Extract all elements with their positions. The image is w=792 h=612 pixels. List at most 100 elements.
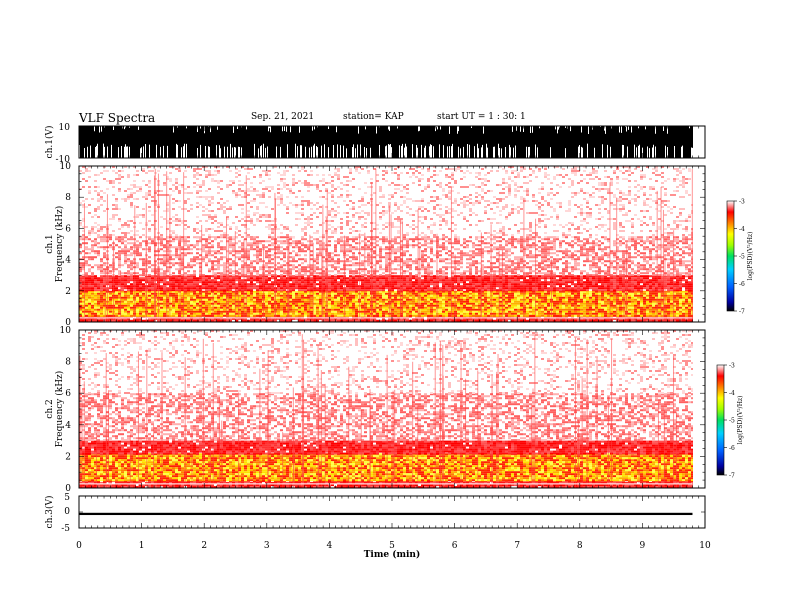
spec-cell xyxy=(607,296,610,299)
spec-cell xyxy=(283,308,286,311)
spec-cell xyxy=(187,319,190,322)
spec-cell xyxy=(148,294,151,297)
spec-cell xyxy=(595,312,598,315)
spec-cell xyxy=(667,314,670,317)
spec-cell xyxy=(535,310,538,313)
spec-cell xyxy=(391,275,394,278)
spec-cell xyxy=(571,310,574,313)
spec-cell xyxy=(88,319,91,322)
spec-cell xyxy=(223,317,226,320)
spec-cell xyxy=(532,312,535,315)
spec-cell xyxy=(673,312,676,315)
spec-cell xyxy=(373,304,376,307)
spec-cell xyxy=(511,294,514,297)
spec-cell xyxy=(655,296,658,299)
spec-cell xyxy=(583,306,586,309)
spec-cell xyxy=(430,296,433,299)
spec-cell xyxy=(355,314,358,317)
spec-cell xyxy=(118,298,121,301)
spec-cell xyxy=(139,319,142,322)
spec-cell xyxy=(526,281,529,284)
spec-cell xyxy=(100,317,103,320)
spec-cell xyxy=(322,298,325,301)
spec-cell xyxy=(304,296,307,299)
spec-cell xyxy=(316,283,319,286)
spec-cell xyxy=(607,279,610,282)
spec-cell xyxy=(127,306,130,309)
spec-cell xyxy=(610,279,613,282)
spec-cell xyxy=(424,281,427,284)
spec-cell xyxy=(235,300,238,303)
spec-cell xyxy=(130,306,133,309)
spec-cell xyxy=(478,281,481,284)
spec-cell xyxy=(406,304,409,307)
spec-cell xyxy=(442,304,445,307)
spec-cell xyxy=(547,292,550,295)
spec-cell xyxy=(484,283,487,286)
spec-cell xyxy=(517,304,520,307)
spec-cell xyxy=(118,281,121,284)
spec-cell xyxy=(442,296,445,299)
spec-cell xyxy=(649,300,652,303)
spec-cell xyxy=(478,275,481,278)
spec-cell xyxy=(592,294,595,297)
spec-cell xyxy=(391,290,394,293)
spec-cell xyxy=(124,292,127,295)
spec-cell xyxy=(292,298,295,301)
spec-cell xyxy=(271,281,274,284)
spec-cell xyxy=(241,317,244,320)
spec-cell xyxy=(505,302,508,305)
spec-cell xyxy=(619,296,622,299)
spec-cell xyxy=(100,298,103,301)
spec-cell xyxy=(130,302,133,305)
spec-cell xyxy=(523,277,526,280)
spec-cell xyxy=(442,281,445,284)
spec-cell xyxy=(613,298,616,301)
spec-cell xyxy=(472,300,475,303)
spec-cell xyxy=(169,298,172,301)
spec-cell xyxy=(397,312,400,315)
spec-cell xyxy=(499,277,502,280)
spec-cell xyxy=(421,304,424,307)
spec-cell xyxy=(316,294,319,297)
spec-cell xyxy=(121,314,124,317)
spec-cell xyxy=(457,304,460,307)
spec-cell xyxy=(163,277,166,280)
spec-cell xyxy=(151,294,154,297)
spec-cell xyxy=(493,298,496,301)
spec-cell xyxy=(265,290,268,293)
spec-cell xyxy=(478,298,481,301)
spec-cell xyxy=(136,296,139,299)
spec-cell xyxy=(310,296,313,299)
spec-cell xyxy=(583,292,586,295)
spec-cell xyxy=(181,294,184,297)
spec-cell xyxy=(187,283,190,286)
spec-cell xyxy=(391,302,394,305)
spec-cell xyxy=(232,317,235,320)
spec-cell xyxy=(511,310,514,313)
spec-cell xyxy=(136,283,139,286)
spec-cell xyxy=(577,302,580,305)
spec-cell xyxy=(118,312,121,315)
spec-cell xyxy=(517,319,520,322)
spec-cell xyxy=(655,304,658,307)
spec-cell xyxy=(373,277,376,280)
spec-cell xyxy=(487,277,490,280)
spec-cell xyxy=(253,310,256,313)
spec-cell xyxy=(589,277,592,280)
spec-cell xyxy=(508,296,511,299)
spec-cell xyxy=(130,277,133,280)
spec-cell xyxy=(307,319,310,322)
spec-cell xyxy=(472,279,475,282)
spec-cell xyxy=(208,304,211,307)
spec-cell xyxy=(247,304,250,307)
spec-cell xyxy=(628,308,631,311)
spec-cell xyxy=(571,277,574,280)
spec-cell xyxy=(646,310,649,313)
spec-cell xyxy=(130,304,133,307)
spec-cell xyxy=(379,308,382,311)
spec-cell xyxy=(538,302,541,305)
spec-cell xyxy=(202,306,205,309)
spec-cell xyxy=(331,296,334,299)
spec-cell xyxy=(403,302,406,305)
